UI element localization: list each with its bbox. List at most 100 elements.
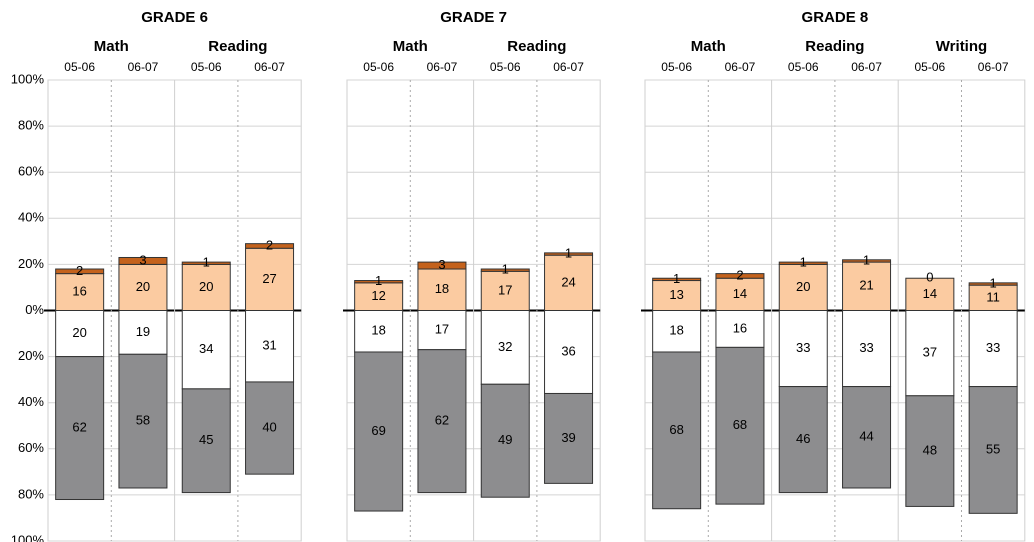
value-label: 1 <box>502 262 509 277</box>
value-label: 45 <box>199 432 213 447</box>
y-tick-label: 100% <box>11 71 45 86</box>
value-label: 2 <box>266 237 273 252</box>
bar-segment <box>354 280 404 284</box>
y-tick-label: 40% <box>18 210 44 225</box>
bar-segment <box>55 356 105 501</box>
y-tick-label: 0% <box>25 302 44 317</box>
x-tick-label: 06-07 <box>128 60 159 74</box>
y-tick-label: 100% <box>11 532 45 542</box>
bar-segment <box>778 263 828 311</box>
value-label: 2 <box>76 263 83 278</box>
y-tick-label: 60% <box>18 164 44 179</box>
bar-segment <box>480 310 530 385</box>
y-tick-label: 60% <box>18 440 44 455</box>
x-tick-label: 05-06 <box>191 60 222 74</box>
bar-segment <box>417 310 467 351</box>
value-label: 24 <box>561 274 575 289</box>
bar-segment <box>417 349 467 494</box>
value-label: 16 <box>72 283 86 298</box>
value-label: 1 <box>203 255 210 270</box>
bar-segment <box>842 259 892 263</box>
bar-segment <box>181 261 231 265</box>
bar-segment <box>354 351 404 512</box>
value-label: 33 <box>796 340 810 355</box>
bar-segment <box>354 310 404 353</box>
value-label: 1 <box>565 245 572 260</box>
bar-segment <box>715 273 765 279</box>
x-tick-label: 06-07 <box>553 60 584 74</box>
value-label: 17 <box>435 322 449 337</box>
group-label: Math <box>393 38 428 55</box>
value-label: 40 <box>262 419 276 434</box>
bar-segment <box>118 353 168 489</box>
bar-segment <box>905 395 955 507</box>
bar-segment <box>417 261 467 270</box>
value-label: 18 <box>435 281 449 296</box>
value-label: 1 <box>800 255 807 270</box>
value-label: 1 <box>863 252 870 267</box>
bar-segment <box>480 268 530 272</box>
value-label: 39 <box>561 430 575 445</box>
y-tick-label: 20% <box>18 348 44 363</box>
bar-segment <box>715 277 765 312</box>
value-label: 18 <box>371 323 385 338</box>
bar-segment <box>715 310 765 348</box>
bar-segment <box>968 386 1018 514</box>
value-label: 49 <box>498 432 512 447</box>
value-label: 18 <box>669 323 683 338</box>
y-tick-label: 80% <box>18 118 44 133</box>
group-label: Math <box>94 38 129 55</box>
panel-title: GRADE 6 <box>141 9 208 26</box>
value-label: 1 <box>990 275 997 290</box>
value-label: 21 <box>859 278 873 293</box>
bar-segment <box>245 243 295 249</box>
value-label: 33 <box>986 340 1000 355</box>
value-label: 58 <box>136 413 150 428</box>
panel-title: GRADE 7 <box>440 9 507 26</box>
bar-segment <box>968 282 1018 286</box>
value-label: 33 <box>859 340 873 355</box>
value-label: 27 <box>262 271 276 286</box>
y-tick-label: 20% <box>18 256 44 271</box>
value-label: 0 <box>926 270 933 285</box>
value-label: 36 <box>561 343 575 358</box>
bar-segment <box>778 261 828 265</box>
value-label: 20 <box>796 279 810 294</box>
bar-segment <box>652 351 702 510</box>
value-label: 46 <box>796 431 810 446</box>
value-label: 55 <box>986 441 1000 456</box>
bar-segment <box>905 310 955 397</box>
bar-segment <box>544 392 594 484</box>
bar-segment <box>968 284 1018 311</box>
bar-segment <box>842 261 892 311</box>
value-label: 62 <box>435 413 449 428</box>
bar-segment <box>245 310 295 383</box>
value-label: 19 <box>136 324 150 339</box>
group-label: Reading <box>507 38 566 55</box>
value-label: 34 <box>199 341 213 356</box>
value-label: 31 <box>262 338 276 353</box>
x-tick-label: 06-07 <box>427 60 458 74</box>
value-label: 2 <box>736 267 743 282</box>
bar-segment <box>181 263 231 311</box>
value-label: 69 <box>371 423 385 438</box>
bar-segment <box>715 346 765 505</box>
bar-segment <box>968 310 1018 388</box>
value-label: 68 <box>733 417 747 432</box>
x-tick-label: 06-07 <box>978 60 1009 74</box>
bar-segment <box>544 252 594 256</box>
value-label: 44 <box>859 429 873 444</box>
value-label: 1 <box>673 271 680 286</box>
bar-segment <box>778 386 828 494</box>
group-label: Writing <box>936 38 987 55</box>
value-label: 68 <box>669 422 683 437</box>
bar-segment <box>417 268 467 312</box>
value-label: 20 <box>136 279 150 294</box>
value-label: 3 <box>438 257 445 272</box>
bar-segment <box>245 247 295 311</box>
x-tick-label: 05-06 <box>788 60 819 74</box>
bar-segment <box>480 383 530 498</box>
panel-title: GRADE 8 <box>802 9 869 26</box>
x-tick-label: 06-07 <box>725 60 756 74</box>
